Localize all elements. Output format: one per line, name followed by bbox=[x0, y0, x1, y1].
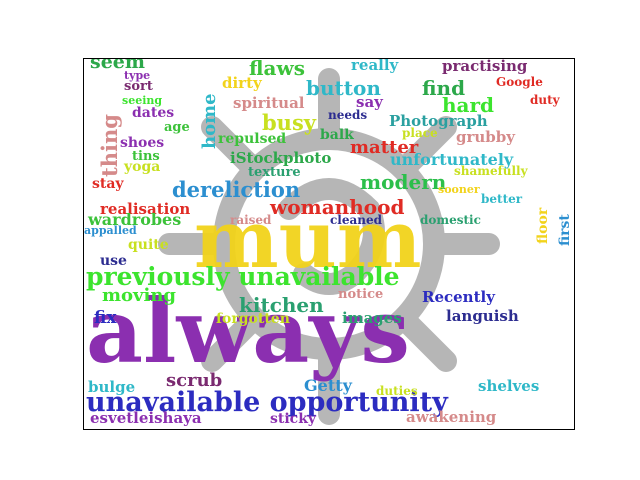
word-moving: moving bbox=[102, 285, 177, 306]
word-womanhood: womanhood bbox=[270, 195, 405, 219]
word-floor: floor bbox=[535, 207, 551, 244]
word-repulsed: repulsed bbox=[218, 131, 287, 147]
word-awakening: awakening bbox=[406, 408, 497, 426]
word-tins: tins bbox=[132, 149, 160, 164]
word-kitchen: kitchen bbox=[239, 293, 324, 317]
word-really: really bbox=[351, 58, 399, 74]
word-forgotten: forgotten bbox=[216, 311, 290, 327]
word-dirty: dirty bbox=[222, 74, 262, 92]
word-seem: seem bbox=[90, 58, 145, 73]
word-seeing: seeing bbox=[122, 94, 163, 107]
word-practising: practising bbox=[442, 58, 528, 75]
word-photograph: Photograph bbox=[389, 112, 488, 130]
word-appalled: appalled bbox=[84, 224, 137, 237]
word-wardrobes: wardrobes bbox=[88, 210, 182, 229]
word-first: first bbox=[557, 214, 573, 246]
word-balk: balk bbox=[320, 127, 354, 143]
word-type: type bbox=[124, 69, 151, 82]
word-images: images bbox=[342, 309, 402, 327]
word-button: button bbox=[306, 76, 381, 100]
word-yoga: yoga bbox=[124, 159, 161, 175]
word-place: place bbox=[402, 126, 438, 140]
word-bulge: bulge bbox=[88, 378, 136, 396]
word-getty: Getty bbox=[304, 376, 352, 395]
word-cloud-canvas: always mum unavailable opportunity previ… bbox=[83, 58, 575, 430]
word-better: better bbox=[481, 192, 523, 206]
word-dereliction: dereliction bbox=[172, 177, 301, 202]
word-unfortunately: unfortunately bbox=[390, 150, 514, 169]
word-grubby: grubby bbox=[456, 128, 515, 146]
word-languish: languish bbox=[446, 307, 519, 325]
word-sooner: sooner bbox=[438, 183, 480, 196]
word-flaws: flaws bbox=[249, 58, 305, 80]
word-notice: notice bbox=[338, 287, 384, 302]
word-home: home bbox=[199, 93, 220, 149]
word-shoes: shoes bbox=[120, 135, 165, 151]
word-thing: thing bbox=[97, 114, 122, 177]
word-cleaned: cleaned bbox=[330, 213, 383, 227]
word-say: say bbox=[356, 93, 383, 111]
word-busy: busy bbox=[262, 110, 316, 135]
word-duties: duties bbox=[376, 384, 418, 398]
word-sort: sort bbox=[124, 79, 153, 94]
word-domestic: domestic bbox=[420, 213, 481, 227]
word-unavailable-opportunity: unavailable opportunity bbox=[86, 387, 448, 418]
word-shamefully: shamefully bbox=[454, 164, 528, 178]
word-find: find bbox=[422, 76, 466, 100]
word-duty: duty bbox=[530, 93, 560, 107]
word-age: age bbox=[164, 120, 190, 135]
word-dates: dates bbox=[132, 105, 175, 121]
word-istockphoto: iStockphoto bbox=[230, 149, 332, 167]
word-google: Google bbox=[496, 75, 543, 89]
word-fix: fix bbox=[94, 308, 117, 328]
word-sticky: sticky bbox=[270, 411, 317, 427]
word-realisation: realisation bbox=[100, 200, 191, 218]
word-quite: quite bbox=[128, 237, 169, 253]
word-recently: Recently bbox=[422, 288, 495, 306]
word-hard: hard bbox=[442, 93, 495, 117]
word-needs: needs bbox=[328, 108, 368, 122]
word-use: use bbox=[100, 253, 127, 269]
word-modern: modern bbox=[360, 170, 447, 194]
word-scrub: scrub bbox=[166, 370, 223, 391]
word-previously-unavailable: previously unavailable bbox=[86, 262, 400, 291]
word-shelves: shelves bbox=[478, 377, 540, 395]
word-spiritual: spiritual bbox=[233, 94, 305, 112]
word-matter: matter bbox=[350, 137, 419, 158]
word-always: always bbox=[86, 279, 410, 383]
word-raised: raised bbox=[230, 213, 272, 227]
word-stay: stay bbox=[92, 176, 124, 192]
word-texture: texture bbox=[248, 165, 301, 180]
word-mum: mum bbox=[194, 192, 422, 286]
word-esvetleishaya: esvetleishaya bbox=[90, 409, 202, 427]
